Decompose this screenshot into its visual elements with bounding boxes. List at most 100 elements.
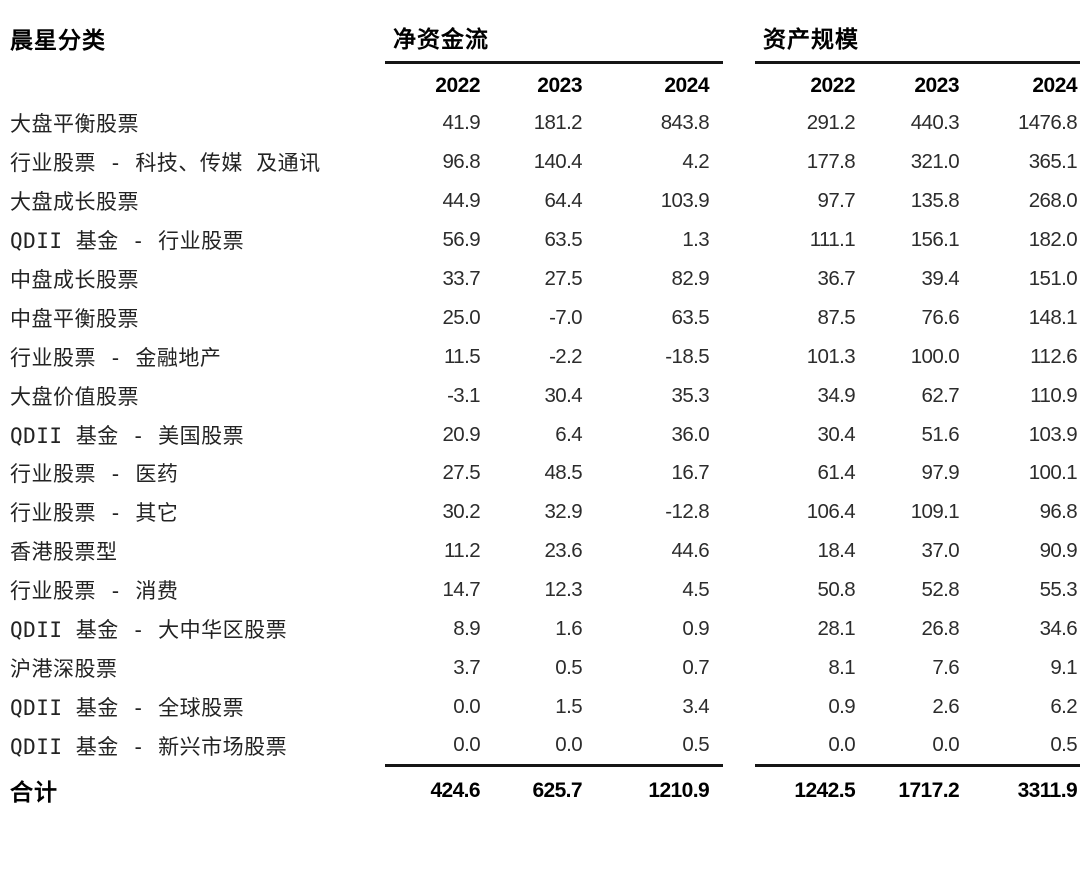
value-cell: 56.9 bbox=[442, 228, 481, 252]
value-cell: 1.3 bbox=[682, 228, 710, 252]
category-cell: 中盘成长股票 bbox=[10, 268, 139, 292]
value-cell: 30.4 bbox=[817, 422, 856, 446]
value-cell: 30.2 bbox=[442, 500, 481, 524]
netflow-year-header: 2022 bbox=[435, 73, 480, 97]
value-cell: 16.7 bbox=[671, 461, 710, 485]
category-cell: 中盘平衡股票 bbox=[10, 306, 139, 331]
value-cell: 35.3 bbox=[671, 383, 710, 407]
column-gap bbox=[723, 571, 755, 610]
category-cell: QDII 基金 - 新兴市场股票 bbox=[10, 734, 288, 759]
year-header-row: 2022 2023 2024 2022 2023 2024 bbox=[8, 62, 1080, 104]
value-cell: 39.4 bbox=[921, 267, 960, 290]
table-row: 行业股票 - 医药 27.5 48.5 16.7 61.4 97.9 100.1 bbox=[8, 454, 1080, 493]
value-cell: 6.2 bbox=[1050, 694, 1078, 718]
category-cell: 行业股票 - 医药 bbox=[10, 462, 179, 487]
fund-flow-table: 晨星分类 净资金流 资产规模 2022 2023 2024 2022 2023 … bbox=[8, 14, 1080, 816]
column-gap bbox=[723, 610, 755, 649]
value-cell: 0.0 bbox=[453, 694, 480, 718]
value-cell: -3.1 bbox=[447, 383, 481, 407]
value-cell: 44.9 bbox=[442, 189, 481, 213]
value-cell: 111.1 bbox=[809, 228, 856, 252]
column-gap bbox=[723, 104, 755, 143]
category-cell: 行业股票 - 金融地产 bbox=[10, 345, 222, 370]
total-row: 合计 424.6 625.7 1210.9 1242.5 1717.2 3311… bbox=[8, 763, 1080, 816]
value-cell: 9.1 bbox=[1050, 655, 1078, 679]
value-cell: 0.7 bbox=[682, 655, 710, 679]
empty-header-cell bbox=[8, 62, 385, 104]
value-cell: 82.9 bbox=[671, 267, 710, 290]
value-cell: 8.1 bbox=[828, 655, 856, 679]
table-body: 大盘平衡股票 41.9 181.2 843.8 291.2 440.3 1476.8 行业股票… bbox=[8, 104, 1080, 765]
value-cell: 11.5 bbox=[444, 344, 481, 368]
value-cell: 109.1 bbox=[910, 500, 960, 524]
table-row: 行业股票 - 其它 30.2 32.9 -12.8 106.4 109.1 96.8 bbox=[8, 493, 1080, 532]
value-cell: 11.2 bbox=[444, 539, 481, 563]
value-cell: 182.0 bbox=[1028, 228, 1078, 252]
table-footer: 合计 424.6 625.7 1210.9 1242.5 1717.2 3311… bbox=[8, 763, 1080, 816]
value-cell: 156.1 bbox=[910, 228, 960, 252]
value-cell: 268.0 bbox=[1028, 189, 1078, 213]
value-cell: 1.6 bbox=[555, 617, 582, 641]
column-gap bbox=[723, 182, 755, 221]
value-cell: 34.9 bbox=[817, 383, 856, 407]
table-row: QDII 基金 - 大中华区股票 8.9 1.6 0.9 28.1 26.8 34.6 bbox=[8, 610, 1080, 649]
value-cell: 12.3 bbox=[544, 578, 583, 602]
column-gap bbox=[723, 298, 755, 337]
table-row: 中盘平衡股票 25.0 -7.0 63.5 87.5 76.6 148.1 bbox=[8, 298, 1080, 337]
value-cell: 8.9 bbox=[453, 617, 480, 641]
value-cell: 20.9 bbox=[442, 422, 481, 446]
category-column-header: 晨星分类 bbox=[10, 28, 106, 53]
value-cell: 23.6 bbox=[544, 539, 583, 563]
value-cell: 32.9 bbox=[544, 500, 583, 524]
table-row: 行业股票 - 金融地产 11.5 -2.2 -18.5 101.3 100.0 112.6 bbox=[8, 337, 1080, 376]
column-gap bbox=[723, 415, 755, 454]
column-gap bbox=[723, 726, 755, 765]
total-value-cell: 1242.5 bbox=[755, 763, 859, 816]
value-cell: 181.2 bbox=[533, 111, 583, 135]
value-cell: 63.5 bbox=[544, 228, 583, 252]
value-cell: 103.9 bbox=[660, 189, 710, 213]
value-cell: 36.0 bbox=[671, 422, 710, 446]
table-row: QDII 基金 - 美国股票 20.9 6.4 36.0 30.4 51.6 103.9 bbox=[8, 415, 1080, 454]
assets-year-header: 2023 bbox=[914, 73, 960, 97]
value-cell: 30.4 bbox=[544, 383, 583, 407]
value-cell: 90.9 bbox=[1039, 539, 1078, 563]
value-cell: 4.5 bbox=[682, 578, 710, 602]
table-row: 大盘平衡股票 41.9 181.2 843.8 291.2 440.3 1476.8 bbox=[8, 104, 1080, 143]
value-cell: 3.7 bbox=[453, 655, 480, 679]
netflow-year-header: 2023 bbox=[537, 73, 582, 97]
column-gap bbox=[723, 687, 755, 726]
table-row: QDII 基金 - 新兴市场股票 0.0 0.0 0.5 0.0 0.0 0.5 bbox=[8, 726, 1080, 765]
value-cell: 0.9 bbox=[828, 694, 856, 718]
value-cell: 135.8 bbox=[910, 189, 960, 213]
value-cell: 37.0 bbox=[921, 539, 960, 563]
column-gap bbox=[723, 376, 755, 415]
table-row: 中盘成长股票 33.7 27.5 82.9 36.7 39.4 151.0 bbox=[8, 260, 1080, 299]
value-cell: 110.9 bbox=[1030, 383, 1078, 407]
assets-group-header: 资产规模 bbox=[755, 14, 1080, 64]
value-cell: 0.9 bbox=[682, 617, 710, 641]
column-gap bbox=[723, 14, 755, 62]
category-cell: QDII 基金 - 大中华区股票 bbox=[10, 618, 288, 643]
table-row: 大盘价值股票 -3.1 30.4 35.3 34.9 62.7 110.9 bbox=[8, 376, 1080, 415]
column-gap bbox=[723, 532, 755, 571]
value-cell: 50.8 bbox=[817, 578, 856, 602]
value-cell: 64.4 bbox=[544, 189, 583, 213]
table-row: 行业股票 - 消费 14.7 12.3 4.5 50.8 52.8 55.3 bbox=[8, 571, 1080, 610]
table-row: 大盘成长股票 44.9 64.4 103.9 97.7 135.8 268.0 bbox=[8, 182, 1080, 221]
value-cell: 321.0 bbox=[910, 150, 960, 174]
total-value-cell: 424.6 bbox=[385, 763, 483, 816]
category-cell: 行业股票 - 科技、传媒 及通讯 bbox=[10, 151, 321, 176]
value-cell: 61.4 bbox=[817, 461, 856, 485]
value-cell: 440.3 bbox=[910, 111, 960, 135]
value-cell: 1.5 bbox=[555, 694, 582, 718]
total-value-cell: 625.7 bbox=[483, 763, 585, 816]
value-cell: 62.7 bbox=[921, 383, 960, 407]
total-value-cell: 3311.9 bbox=[962, 763, 1080, 816]
table-row: 沪港深股票 3.7 0.5 0.7 8.1 7.6 9.1 bbox=[8, 648, 1080, 687]
category-cell: 大盘价值股票 bbox=[10, 384, 139, 409]
column-gap bbox=[723, 648, 755, 687]
value-cell: 28.1 bbox=[817, 617, 856, 641]
value-cell: 63.5 bbox=[671, 305, 710, 329]
value-cell: 1476.8 bbox=[1017, 111, 1078, 135]
